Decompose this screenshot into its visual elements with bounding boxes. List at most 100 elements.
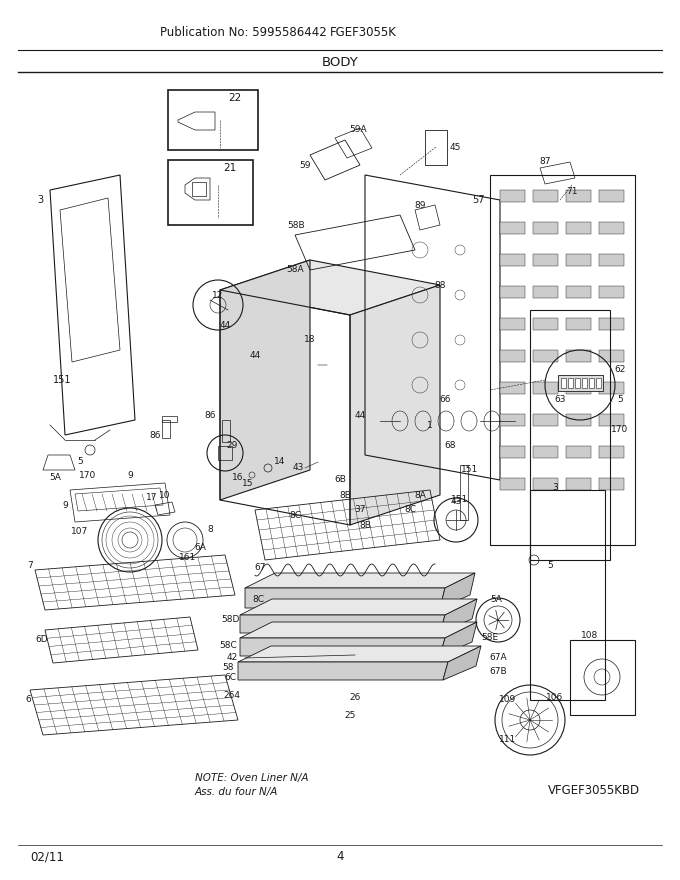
Bar — [533, 286, 558, 298]
Bar — [566, 414, 591, 426]
Text: 44: 44 — [250, 350, 260, 360]
Text: 58B: 58B — [287, 221, 305, 230]
Bar — [599, 350, 624, 362]
Bar — [168, 90, 258, 150]
Bar — [533, 382, 558, 394]
Bar — [575, 378, 580, 388]
Bar — [533, 318, 558, 330]
Text: 5: 5 — [547, 561, 553, 569]
Text: 86: 86 — [204, 410, 216, 420]
Bar — [218, 446, 232, 460]
Text: 1: 1 — [427, 421, 433, 429]
Text: 151: 151 — [53, 375, 71, 385]
Text: 170: 170 — [80, 471, 97, 480]
Bar — [533, 414, 558, 426]
Bar — [566, 254, 591, 266]
Bar — [599, 222, 624, 234]
Polygon shape — [240, 599, 477, 615]
Text: 107: 107 — [71, 527, 88, 537]
Bar — [566, 286, 591, 298]
Text: 58E: 58E — [481, 634, 498, 642]
Text: 44: 44 — [220, 320, 231, 329]
Bar — [425, 130, 447, 165]
Text: 88: 88 — [435, 281, 446, 290]
Text: 89: 89 — [414, 201, 426, 209]
Polygon shape — [245, 588, 445, 608]
Text: 4: 4 — [336, 850, 344, 863]
Bar — [533, 254, 558, 266]
Text: 58: 58 — [222, 664, 234, 672]
Text: 86: 86 — [149, 430, 160, 439]
Bar — [460, 465, 468, 520]
Text: 43: 43 — [450, 497, 462, 507]
Text: 9: 9 — [127, 471, 133, 480]
Text: 109: 109 — [499, 695, 517, 705]
Bar — [500, 414, 525, 426]
Text: 25: 25 — [344, 710, 356, 720]
Bar — [162, 416, 177, 422]
Text: 12: 12 — [212, 290, 224, 299]
Bar — [500, 190, 525, 202]
Text: 62: 62 — [614, 365, 626, 375]
Bar — [566, 382, 591, 394]
Text: 45: 45 — [449, 143, 460, 152]
Bar — [568, 378, 573, 388]
Bar — [566, 318, 591, 330]
Text: 42: 42 — [226, 654, 237, 663]
Text: 59A: 59A — [350, 126, 367, 135]
Text: 111: 111 — [499, 736, 517, 744]
Text: 264: 264 — [224, 691, 241, 700]
Bar — [566, 446, 591, 458]
Text: 108: 108 — [581, 630, 598, 640]
Text: 26: 26 — [350, 693, 360, 702]
Text: 5: 5 — [77, 458, 83, 466]
Bar — [599, 382, 624, 394]
Bar — [168, 160, 253, 225]
Text: 67A: 67A — [489, 654, 507, 663]
Bar — [533, 190, 558, 202]
Text: 8C: 8C — [289, 510, 301, 519]
Text: 02/11: 02/11 — [30, 850, 64, 863]
Text: 17: 17 — [146, 494, 158, 502]
Bar — [500, 478, 525, 490]
Polygon shape — [220, 260, 440, 315]
Text: 6C: 6C — [224, 673, 236, 683]
Text: VFGEF3055KBD: VFGEF3055KBD — [548, 783, 640, 796]
Polygon shape — [240, 615, 445, 633]
Text: Publication No: 5995586442: Publication No: 5995586442 — [160, 26, 327, 39]
Bar — [599, 254, 624, 266]
Text: 8B: 8B — [359, 520, 371, 530]
Text: 6D: 6D — [35, 635, 48, 644]
Text: 8C: 8C — [404, 505, 416, 515]
Bar — [566, 478, 591, 490]
Bar — [599, 318, 624, 330]
Bar — [530, 490, 605, 700]
Polygon shape — [238, 662, 448, 680]
Bar — [566, 350, 591, 362]
Text: 170: 170 — [611, 426, 628, 435]
Bar — [500, 254, 525, 266]
Bar — [599, 286, 624, 298]
Text: 63: 63 — [554, 395, 566, 405]
Bar — [561, 378, 566, 388]
Text: BODY: BODY — [322, 55, 358, 69]
Bar — [533, 478, 558, 490]
Text: 44: 44 — [354, 410, 366, 420]
Bar — [599, 190, 624, 202]
Text: 68: 68 — [444, 441, 456, 450]
Text: 7: 7 — [27, 561, 33, 569]
Bar — [582, 378, 587, 388]
Text: 16: 16 — [233, 473, 243, 482]
Bar — [533, 350, 558, 362]
Text: 3: 3 — [37, 195, 43, 205]
Bar — [533, 446, 558, 458]
Polygon shape — [440, 599, 477, 633]
Text: 58A: 58A — [286, 266, 304, 275]
Bar — [566, 190, 591, 202]
Bar — [589, 378, 594, 388]
Text: FGEF3055K: FGEF3055K — [330, 26, 397, 39]
Polygon shape — [443, 646, 481, 680]
Polygon shape — [240, 622, 477, 638]
Bar — [596, 378, 601, 388]
Bar — [570, 640, 635, 715]
